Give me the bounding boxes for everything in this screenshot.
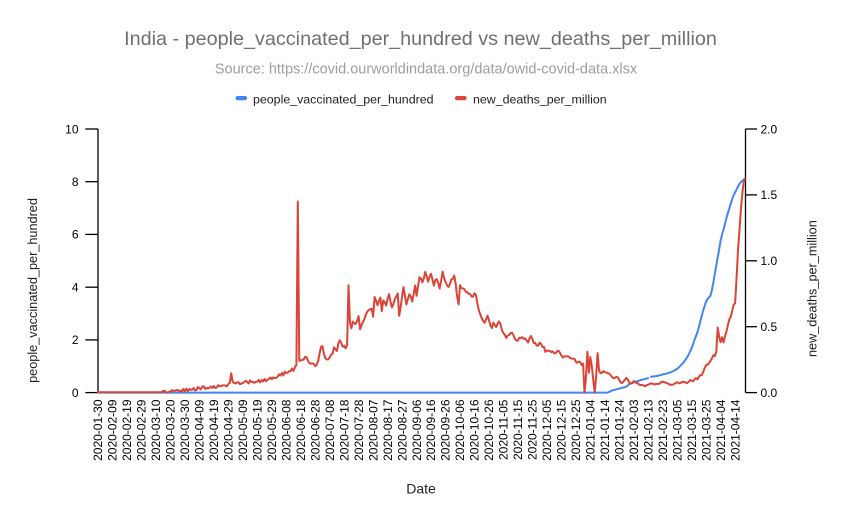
svg-text:new_deaths_per_million: new_deaths_per_million (473, 93, 607, 107)
svg-text:2020-07-08: 2020-07-08 (323, 399, 337, 461)
svg-text:2020-06-08: 2020-06-08 (279, 399, 293, 461)
svg-text:2020-09-26: 2020-09-26 (439, 399, 453, 461)
svg-text:2021-01-04: 2021-01-04 (584, 399, 598, 461)
svg-text:4: 4 (72, 281, 79, 295)
svg-text:2020-03-10: 2020-03-10 (149, 399, 163, 461)
svg-text:2020-07-28: 2020-07-28 (352, 399, 366, 461)
svg-text:2020-10-26: 2020-10-26 (482, 399, 496, 461)
svg-text:0.0: 0.0 (761, 386, 778, 400)
svg-text:2020-10-06: 2020-10-06 (453, 399, 467, 461)
svg-text:2020-06-28: 2020-06-28 (308, 399, 322, 461)
svg-text:2021-03-15: 2021-03-15 (685, 399, 699, 461)
svg-text:2020-05-19: 2020-05-19 (251, 399, 265, 461)
svg-text:2021-03-05: 2021-03-05 (670, 399, 684, 461)
svg-text:6: 6 (72, 228, 79, 242)
svg-text:2020-05-09: 2020-05-09 (236, 399, 250, 461)
svg-text:2020-11-25: 2020-11-25 (526, 399, 540, 460)
svg-text:2020-03-30: 2020-03-30 (178, 399, 192, 461)
svg-text:2021-03-25: 2021-03-25 (699, 399, 713, 461)
svg-text:2020-11-05: 2020-11-05 (497, 399, 511, 460)
svg-text:2020-04-19: 2020-04-19 (207, 399, 221, 461)
svg-text:2020-12-05: 2020-12-05 (540, 399, 554, 461)
svg-text:0.5: 0.5 (761, 320, 778, 334)
svg-text:India - people_vaccinated_per_: India - people_vaccinated_per_hundred vs… (124, 28, 717, 50)
svg-text:2020-03-20: 2020-03-20 (164, 399, 178, 461)
svg-text:people_vaccinated_per_hundred: people_vaccinated_per_hundred (26, 198, 40, 383)
svg-text:2020-09-06: 2020-09-06 (410, 399, 424, 461)
svg-text:2021-02-13: 2021-02-13 (641, 399, 655, 461)
svg-text:2020-01-30: 2020-01-30 (91, 399, 105, 461)
svg-text:2020-08-27: 2020-08-27 (395, 399, 409, 461)
svg-text:Date: Date (406, 481, 436, 497)
svg-text:0: 0 (72, 386, 79, 400)
svg-text:2020-02-29: 2020-02-29 (135, 399, 149, 461)
svg-text:2020-04-29: 2020-04-29 (222, 399, 236, 461)
svg-text:2021-04-04: 2021-04-04 (714, 399, 728, 461)
svg-text:8: 8 (72, 175, 79, 189)
svg-text:1.5: 1.5 (761, 188, 778, 202)
svg-text:1.0: 1.0 (761, 254, 778, 268)
svg-text:2021-04-14: 2021-04-14 (728, 399, 742, 461)
svg-text:10: 10 (65, 122, 79, 136)
svg-text:2: 2 (72, 333, 79, 347)
svg-text:2020-07-18: 2020-07-18 (337, 399, 351, 461)
svg-text:2020-06-18: 2020-06-18 (294, 399, 308, 461)
svg-text:2020-09-16: 2020-09-16 (424, 399, 438, 461)
svg-text:new_deaths_per_million: new_deaths_per_million (805, 220, 819, 357)
svg-text:2.0: 2.0 (761, 122, 778, 136)
svg-text:2021-01-24: 2021-01-24 (613, 399, 627, 461)
svg-text:people_vaccinated_per_hundred: people_vaccinated_per_hundred (253, 93, 434, 107)
svg-text:2020-10-16: 2020-10-16 (468, 399, 482, 461)
svg-text:2021-01-14: 2021-01-14 (598, 399, 612, 461)
svg-text:2021-02-23: 2021-02-23 (656, 399, 670, 461)
svg-text:2020-02-09: 2020-02-09 (106, 399, 120, 461)
svg-text:Source: https://covid.ourworld: Source: https://covid.ourworldindata.org… (215, 62, 638, 78)
svg-text:2020-08-17: 2020-08-17 (381, 399, 395, 461)
svg-text:2020-12-15: 2020-12-15 (555, 399, 569, 461)
svg-text:2021-02-03: 2021-02-03 (627, 399, 641, 461)
svg-text:2020-04-09: 2020-04-09 (193, 399, 207, 461)
svg-text:2020-08-07: 2020-08-07 (366, 399, 380, 461)
svg-text:2020-12-25: 2020-12-25 (569, 399, 583, 461)
svg-text:2020-02-19: 2020-02-19 (120, 399, 134, 461)
svg-text:2020-11-15: 2020-11-15 (511, 399, 525, 460)
svg-text:2020-05-29: 2020-05-29 (265, 399, 279, 461)
